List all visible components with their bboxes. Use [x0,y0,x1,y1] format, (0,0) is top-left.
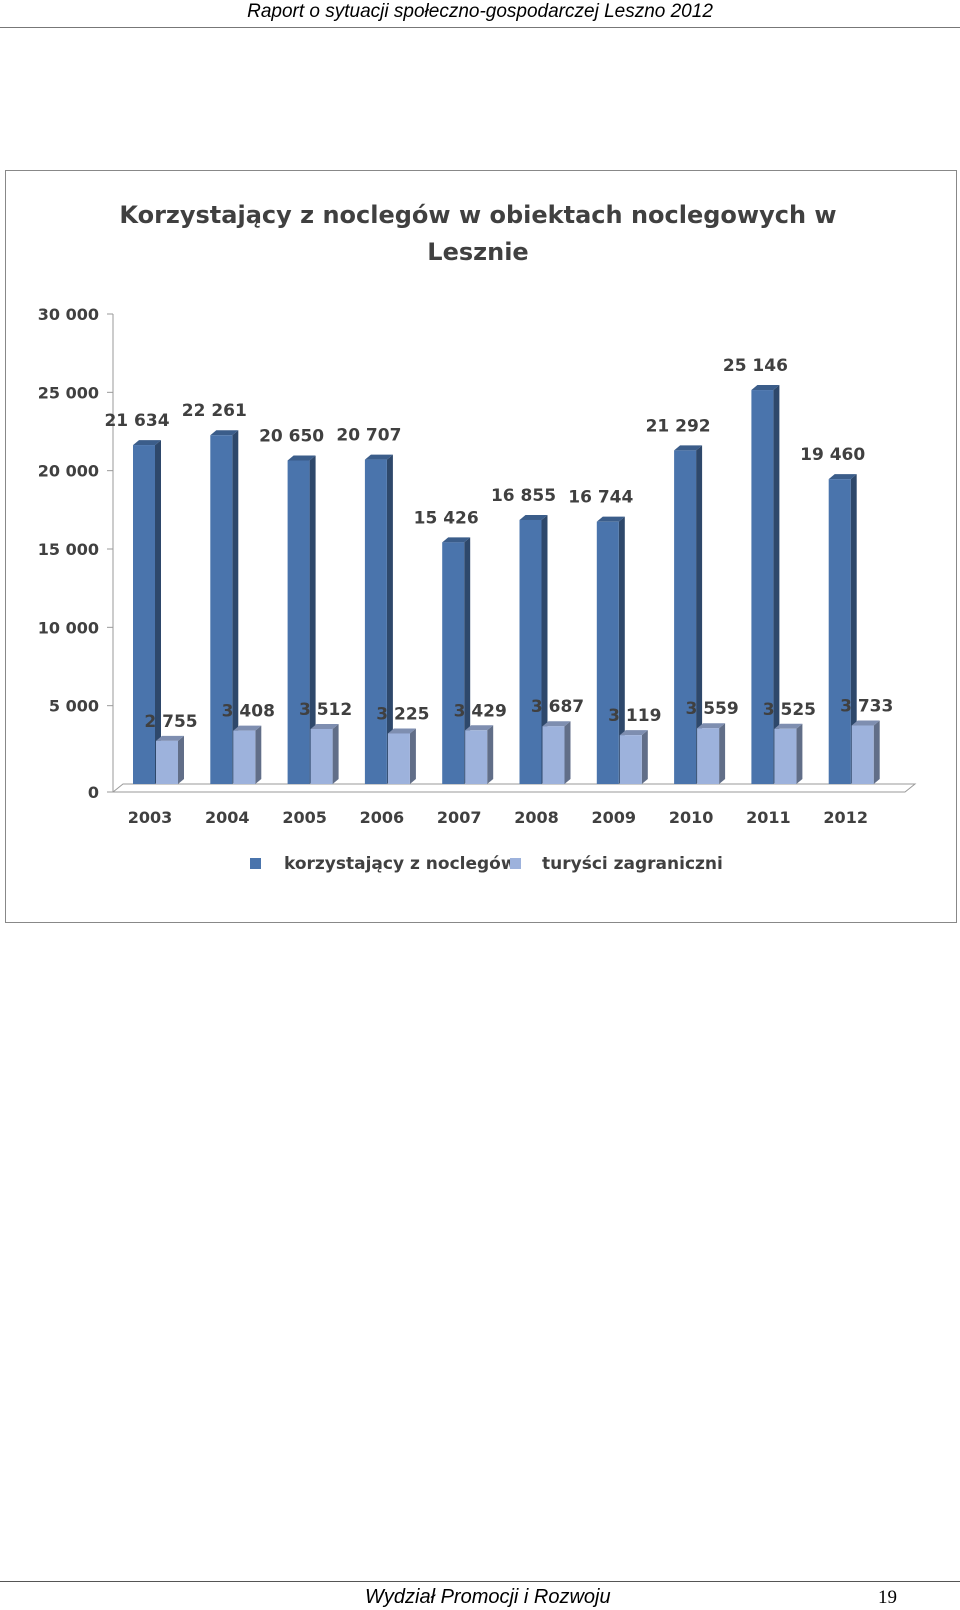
data-label-turysci: 3 687 [531,697,584,717]
data-label-turysci: 3 408 [222,702,275,722]
data-label-korzystajacy: 22 261 [182,401,247,421]
bar-turysci [542,721,571,784]
x-axis: 2003 2004 2005 2006 2007 2008 2009 2010 2011 2012 [128,808,868,827]
y-tick-label: 0 [88,783,99,802]
legend-label-turysci: turyści zagraniczni [542,854,723,874]
data-label-korzystajacy: 19 460 [800,445,865,465]
data-label-korzystajacy: 21 634 [104,411,169,431]
y-tick-label: 30 000 [38,305,99,324]
legend-swatch-korzystajacy [250,858,261,869]
data-label-turysci: 3 525 [763,700,816,720]
bar-korzystajacy [828,474,857,784]
data-label-korzystajacy: 21 292 [646,416,711,436]
y-tick-label: 15 000 [38,540,99,559]
x-tick-label: 2005 [282,808,327,827]
y-tick-label: 5 000 [49,697,99,716]
bar-korzystajacy [674,445,703,784]
bar-turysci [465,725,494,784]
x-tick-label: 2008 [514,808,559,827]
bar-turysci [619,730,648,784]
page-number: 19 [878,1587,897,1608]
bar-turysci [156,735,184,784]
chart-title-line1: Korzystający z noclegów w obiektach nocl… [119,201,836,229]
data-label-korzystajacy: 15 426 [414,508,479,528]
data-label-turysci: 3 225 [376,704,429,724]
data-label-korzystajacy: 16 855 [491,486,556,506]
page-header-title: Raport o sytuacji społeczno-gospodarczej… [247,1,713,22]
chart-container: Korzystający z noclegów w obiektach nocl… [5,170,957,923]
x-tick-label: 2003 [128,808,173,827]
bar-korzystajacy [287,455,316,784]
legend: korzystający z noclegów turyści zagranicz… [250,854,723,874]
bar-turysci [774,723,803,784]
bar-korzystajacy [133,440,161,784]
data-label-turysci: 3 512 [299,700,352,720]
chart-svg: Korzystający z noclegów w obiektach nocl… [38,201,917,874]
header-rule [0,27,960,28]
bar-turysci [233,725,262,784]
y-tick-label: 10 000 [38,618,99,637]
y-tick-label: 20 000 [38,462,99,481]
bar-korzystajacy [442,537,471,784]
legend-swatch-turysci [510,858,521,869]
data-label-turysci: 3 119 [608,706,661,726]
y-axis: 0 5 000 10 000 15 000 20 000 25 000 30 000 [38,305,917,802]
data-label-korzystajacy: 20 650 [259,426,324,446]
data-label-korzystajacy: 25 146 [723,356,788,376]
data-label-turysci: 2 755 [144,712,197,732]
bar-turysci [310,723,339,784]
y-tick-label: 25 000 [38,383,99,402]
x-tick-label: 2012 [823,808,868,827]
data-label-turysci: 3 559 [685,699,738,719]
x-tick-label: 2010 [669,808,714,827]
bar-turysci [851,720,880,784]
bar-korzystajacy [210,430,239,784]
bars: 21 634 2 755 22 261 3 408 20 650 3 512 20 707 3… [104,356,893,784]
chart-floor [111,783,917,793]
bar-korzystajacy [596,516,625,784]
bar-korzystajacy [364,454,393,784]
bar-turysci [387,728,416,784]
x-tick-label: 2006 [360,808,405,827]
x-tick-label: 2007 [437,808,482,827]
data-label-turysci: 3 429 [454,701,507,721]
legend-label-korzystajacy: korzystający z noclegów [284,854,517,874]
bar-korzystajacy [519,514,548,784]
data-label-korzystajacy: 20 707 [336,426,401,446]
data-label-korzystajacy: 16 744 [568,488,633,508]
x-tick-label: 2011 [746,808,791,827]
footer-rule [0,1581,960,1582]
bar-korzystajacy [751,385,780,784]
chart-title-line2: Lesznie [427,238,528,266]
x-tick-label: 2004 [205,808,250,827]
bar-turysci [697,723,726,784]
x-tick-label: 2009 [592,808,637,827]
data-label-turysci: 3 733 [840,697,893,717]
footer-label: Wydział Promocji i Rozwoju [365,1586,611,1608]
